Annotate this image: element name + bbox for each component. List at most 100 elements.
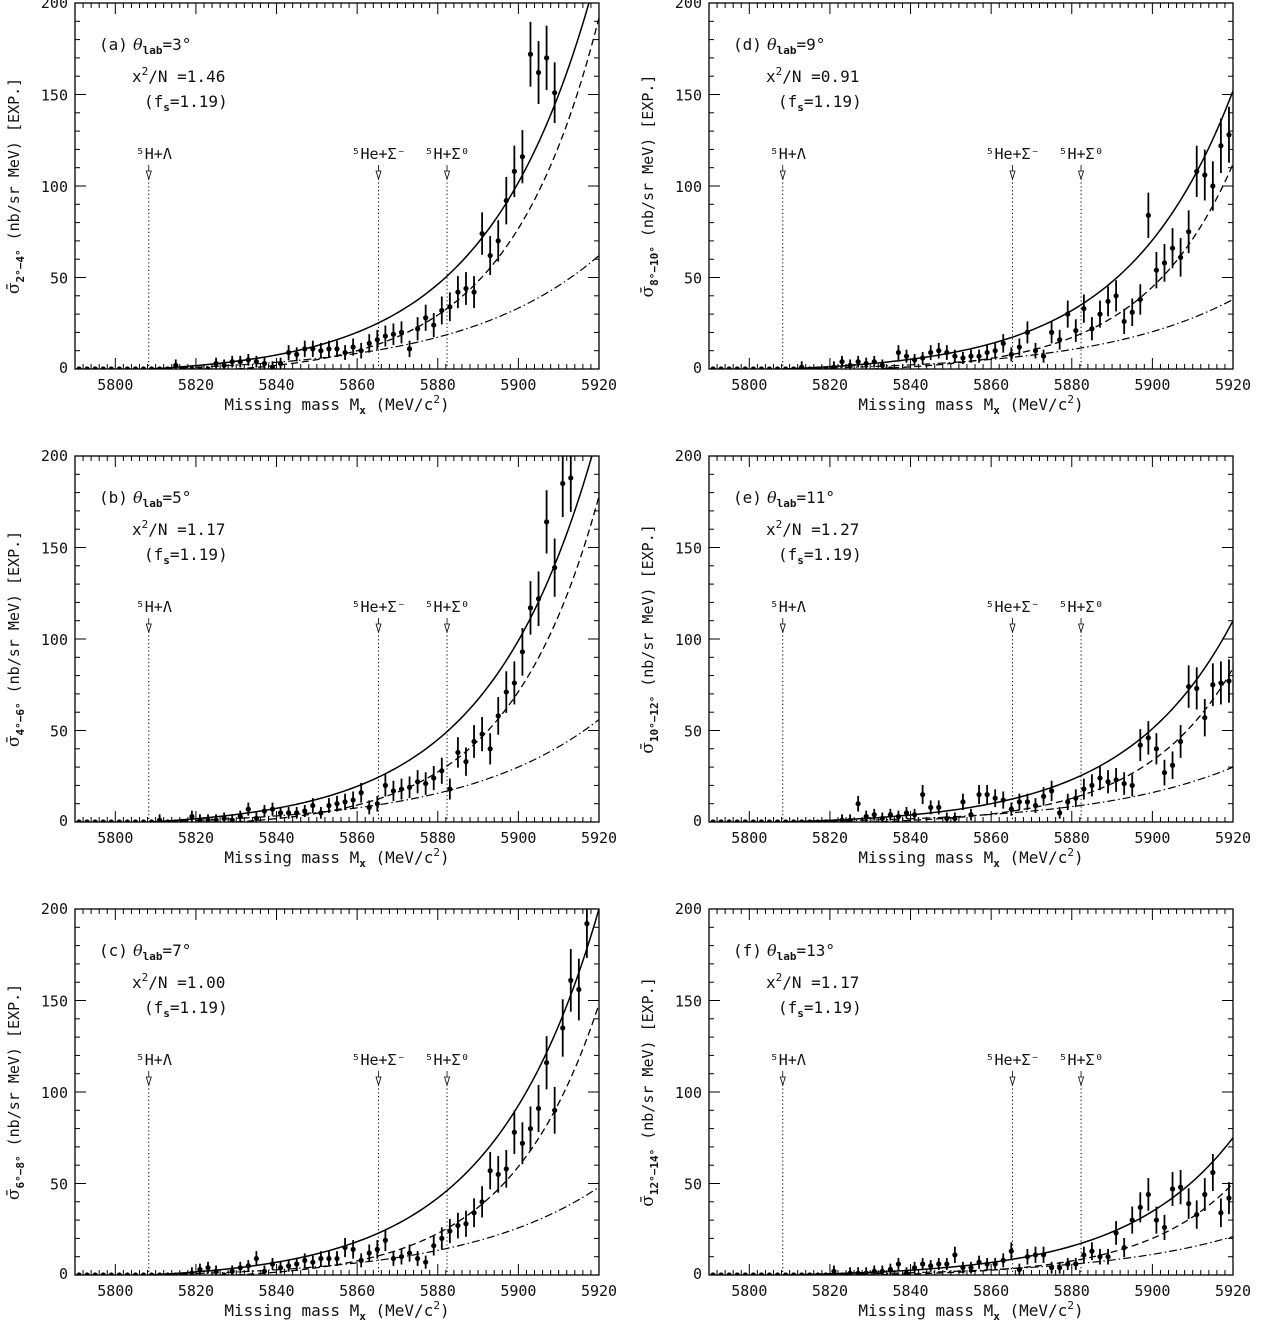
y-tick-label: 100 bbox=[675, 1084, 702, 1102]
data-point bbox=[253, 1255, 259, 1262]
data-point bbox=[495, 238, 501, 244]
curves bbox=[148, 456, 599, 822]
data-point bbox=[342, 349, 348, 356]
data-points bbox=[76, 909, 590, 1275]
data-point bbox=[495, 1171, 501, 1177]
data-point bbox=[839, 1272, 845, 1275]
data-point bbox=[1016, 344, 1022, 350]
y-tick-label: 200 bbox=[675, 447, 702, 465]
y-tick-label: 0 bbox=[59, 359, 68, 377]
data-point bbox=[487, 252, 493, 259]
data-point bbox=[1226, 132, 1232, 138]
data-point bbox=[1169, 1186, 1176, 1192]
x-axis-label: Missing mass Mx (MeV/c2) bbox=[858, 1299, 1083, 1323]
threshold-arrow-head bbox=[375, 170, 382, 181]
data-point bbox=[358, 790, 364, 796]
data-point bbox=[140, 1272, 147, 1275]
data-point bbox=[1121, 318, 1127, 325]
data-point bbox=[173, 362, 179, 368]
data-point bbox=[1226, 678, 1232, 684]
data-point bbox=[415, 1255, 421, 1262]
data-point bbox=[84, 819, 90, 822]
x-tick-label: 5880 bbox=[1054, 376, 1090, 394]
data-point bbox=[952, 1252, 958, 1258]
threshold-label: ⁵H+Σ⁰ bbox=[1058, 145, 1103, 163]
data-point bbox=[253, 815, 259, 821]
data-point bbox=[887, 812, 893, 818]
data-point bbox=[269, 364, 276, 369]
data-point bbox=[742, 1272, 748, 1275]
curve-component-1 bbox=[870, 667, 1233, 822]
data-point bbox=[710, 366, 716, 369]
data-point bbox=[479, 230, 485, 237]
data-point bbox=[944, 349, 950, 356]
data-point bbox=[535, 69, 542, 76]
data-point bbox=[535, 1105, 542, 1112]
data-point bbox=[108, 819, 114, 822]
y-tick-label: 50 bbox=[50, 270, 68, 288]
x-tick-label: 5920 bbox=[581, 829, 617, 847]
data-point bbox=[1097, 311, 1103, 317]
data-point bbox=[1202, 172, 1208, 178]
data-point bbox=[100, 1272, 106, 1275]
threshold-label: ⁵He+Σ⁻ bbox=[985, 1051, 1039, 1069]
data-point bbox=[1137, 296, 1143, 303]
data-point bbox=[1178, 1184, 1184, 1190]
threshold-label: ⁵He+Σ⁻ bbox=[351, 145, 405, 163]
curves bbox=[148, 909, 599, 1275]
data-point bbox=[1081, 786, 1087, 792]
data-point bbox=[229, 1268, 235, 1274]
data-point bbox=[766, 1272, 773, 1275]
data-point bbox=[960, 355, 966, 361]
threshold-label: ⁵H+Λ bbox=[136, 145, 172, 163]
data-point bbox=[895, 1261, 902, 1267]
curve-total bbox=[782, 1137, 1233, 1275]
data-point bbox=[952, 815, 958, 821]
data-point bbox=[431, 1243, 437, 1249]
data-point bbox=[1105, 298, 1111, 304]
data-point bbox=[140, 819, 147, 822]
data-point bbox=[1049, 1265, 1055, 1271]
data-point bbox=[439, 307, 445, 314]
y-tick-label: 50 bbox=[684, 723, 702, 741]
data-point bbox=[936, 804, 942, 810]
data-point bbox=[560, 1025, 566, 1031]
data-point bbox=[568, 977, 574, 983]
data-point bbox=[1057, 810, 1063, 816]
x-tick-label: 5800 bbox=[97, 376, 133, 394]
panel-d: 5800 5820 5840 5860 5880 5900 5920 0 50 100 150 200… bbox=[638, 0, 1251, 417]
data-point bbox=[1032, 348, 1039, 354]
data-point bbox=[229, 359, 235, 365]
data-point bbox=[1178, 738, 1184, 745]
data-point bbox=[398, 1254, 405, 1260]
data-point bbox=[815, 819, 821, 822]
threshold-label: ⁵H+Λ bbox=[770, 1051, 806, 1069]
data-point bbox=[261, 360, 268, 367]
data-point bbox=[1105, 1254, 1111, 1260]
data-points bbox=[76, 456, 574, 822]
data-point bbox=[968, 1265, 974, 1271]
x-tick-label: 5820 bbox=[178, 829, 214, 847]
data-point bbox=[116, 819, 122, 822]
data-point bbox=[1073, 795, 1079, 801]
data-point bbox=[920, 355, 926, 361]
data-point bbox=[1000, 1257, 1006, 1263]
threshold-label: ⁵H+Σ⁰ bbox=[424, 145, 469, 163]
data-point bbox=[366, 340, 372, 346]
data-point bbox=[928, 804, 934, 810]
data-point bbox=[423, 1259, 429, 1265]
y-tick-label: 50 bbox=[684, 270, 702, 288]
data-point bbox=[831, 364, 837, 369]
data-point bbox=[823, 1272, 829, 1275]
data-points bbox=[710, 106, 1232, 369]
data-point bbox=[237, 813, 243, 820]
data-point bbox=[1202, 715, 1208, 721]
x-tick-label: 5900 bbox=[1134, 1282, 1170, 1300]
data-point bbox=[928, 1263, 934, 1269]
data-point bbox=[350, 797, 356, 803]
data-point bbox=[423, 780, 429, 787]
data-point bbox=[390, 1255, 397, 1262]
data-point bbox=[221, 815, 227, 821]
y-tick-label: 50 bbox=[50, 723, 68, 741]
